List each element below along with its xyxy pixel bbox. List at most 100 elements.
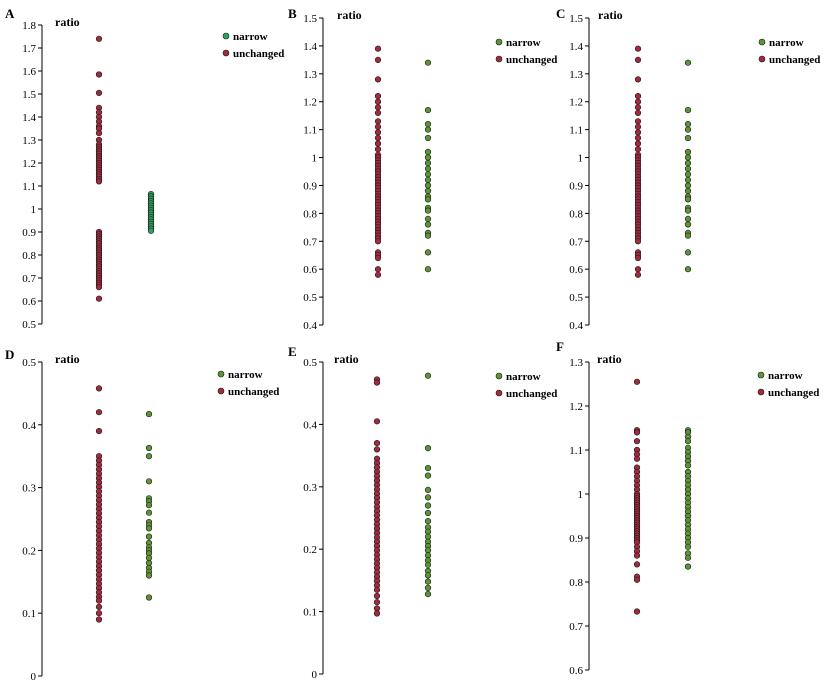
panel-b-point-unchanged [374, 109, 382, 116]
panel-e-point-narrow [424, 502, 432, 509]
panel-b-point-unchanged [374, 98, 382, 105]
panel-d-point-narrow [145, 533, 153, 540]
panel-e-point-unchanged [373, 446, 381, 453]
panel-b-point-narrow [424, 160, 432, 167]
panel-c-legend-marker-unchanged [758, 55, 766, 63]
panel-e-point-narrow [424, 561, 432, 568]
panel-a-point-unchanged [95, 35, 103, 42]
panel-c-point-unchanged [634, 266, 642, 273]
panel-a-tick-label: 1.5 [22, 89, 36, 101]
panel-d-point-unchanged [95, 385, 103, 392]
panel-b-point-unchanged [374, 92, 382, 100]
panel-b-point-narrow [424, 148, 432, 156]
panel-c-point-narrow [684, 134, 692, 142]
panel-e-legend-marker-narrow [495, 372, 503, 380]
panel-c-point-narrow [684, 154, 692, 161]
panel-e-point-unchanged [373, 610, 381, 617]
panel-b-point-narrow [424, 126, 432, 133]
panel-d-ylabel: ratio [55, 352, 80, 366]
panel-a-point-unchanged [95, 295, 103, 302]
panel-c-point-narrow [684, 196, 692, 203]
panel-a-tick-label: 1.3 [22, 135, 36, 147]
panel-d-tick-label: 0.5 [22, 357, 36, 369]
panel-b-point-unchanged [374, 104, 382, 111]
panel-a-tick-label: 0.8 [22, 250, 36, 262]
panel-f-legend-marker-unchanged [757, 388, 765, 396]
panel-b-point-narrow [424, 249, 432, 256]
panel-d-tick-label: 0.4 [22, 420, 36, 432]
panel-a-tick-label: 0.7 [22, 273, 36, 285]
panel-b-point-narrow [424, 232, 432, 239]
panel-a-legend-label-unchanged: unchanged [233, 48, 284, 60]
panel-c-point-unchanged [634, 123, 642, 130]
panel-b-point-narrow [424, 59, 432, 66]
panel-e-point-narrow [424, 517, 432, 525]
panel-c-tick-label: 1.1 [569, 125, 583, 137]
panel-b-tick-label: 1.4 [303, 41, 317, 53]
panel-b-point-unchanged [374, 129, 382, 136]
panel-e-point-unchanged [373, 599, 381, 606]
panel-f-point-narrow [684, 554, 692, 561]
panel-b-tick-label: 0.8 [303, 208, 317, 220]
panel-e-point-unchanged [373, 379, 381, 386]
panel-d-point-narrow [145, 453, 153, 460]
panel-c-tick-label: 1.4 [569, 41, 583, 53]
panel-d-point-unchanged [95, 610, 103, 617]
panel-f-tick-label: 1.2 [569, 401, 583, 413]
panel-b-point-narrow [424, 120, 432, 128]
panel-e-point-narrow [424, 509, 432, 517]
panel-f-point-unchanged [633, 552, 641, 559]
panel-e-point-unchanged [373, 440, 381, 447]
panel-b-point-narrow [424, 182, 432, 189]
panel-e-point-narrow [424, 445, 432, 452]
panel-f-tick-label: 1 [578, 489, 584, 501]
panel-b-point-unchanged [374, 118, 382, 125]
panel-b-point-unchanged [374, 123, 382, 130]
panel-b-point-narrow [424, 187, 432, 195]
panel-a-point-unchanged [95, 71, 103, 78]
panel-b-tick-label: 0.9 [303, 180, 317, 192]
panel-e-point-narrow [424, 372, 432, 379]
panel-d-legend-label-narrow: narrow [228, 369, 263, 381]
panel-e-tick-label: 0.3 [303, 482, 317, 494]
panel-c-point-narrow [684, 207, 692, 214]
panel-c-point-unchanged [634, 271, 642, 278]
panel-a-tick-label: 1.1 [22, 181, 36, 193]
panel-c-point-unchanged [634, 45, 642, 52]
panel-c-point-unchanged [634, 146, 642, 153]
panel-f-point-narrow [684, 462, 692, 469]
panel-d-point-narrow [145, 594, 153, 601]
panel-d-tick-label: 0.3 [22, 483, 36, 495]
panel-c-point-unchanged [634, 76, 642, 83]
panel-f-legend-label-unchanged: unchanged [768, 387, 819, 399]
panel-c-point-narrow [684, 106, 692, 114]
panel-f-letter: F [556, 339, 564, 354]
panel-c-point-narrow [684, 120, 692, 128]
panel-f-tick-label: 0.8 [569, 577, 583, 589]
panel-c-point-narrow [684, 182, 692, 189]
panel-d-point-narrow [145, 478, 153, 485]
panel-c-legend-label-narrow: narrow [769, 37, 804, 49]
panel-b-tick-label: 1.1 [303, 125, 317, 137]
panel-d-point-narrow [145, 525, 153, 532]
panel-d-point-narrow [145, 509, 153, 516]
panel-a-tick-label: 1.6 [22, 66, 36, 78]
panel-b-point-unchanged [374, 140, 382, 147]
panel-c-point-narrow [684, 126, 692, 133]
panel-c-point-narrow [684, 249, 692, 256]
panel-c-point-narrow [684, 221, 692, 228]
panel-c-point-unchanged [634, 109, 642, 116]
panel-d-point-unchanged [95, 597, 103, 604]
panel-d-point-narrow [145, 572, 153, 579]
panel-e-point-unchanged [373, 418, 381, 425]
panel-e-legend-marker-unchanged [495, 389, 503, 397]
panel-b-legend-marker-narrow [495, 38, 503, 46]
panel-b-point-unchanged [374, 45, 382, 52]
panel-c-tick-label: 0.8 [569, 208, 583, 220]
panel-b-legend-label-narrow: narrow [506, 37, 541, 49]
panel-c-point-unchanged [634, 92, 642, 100]
